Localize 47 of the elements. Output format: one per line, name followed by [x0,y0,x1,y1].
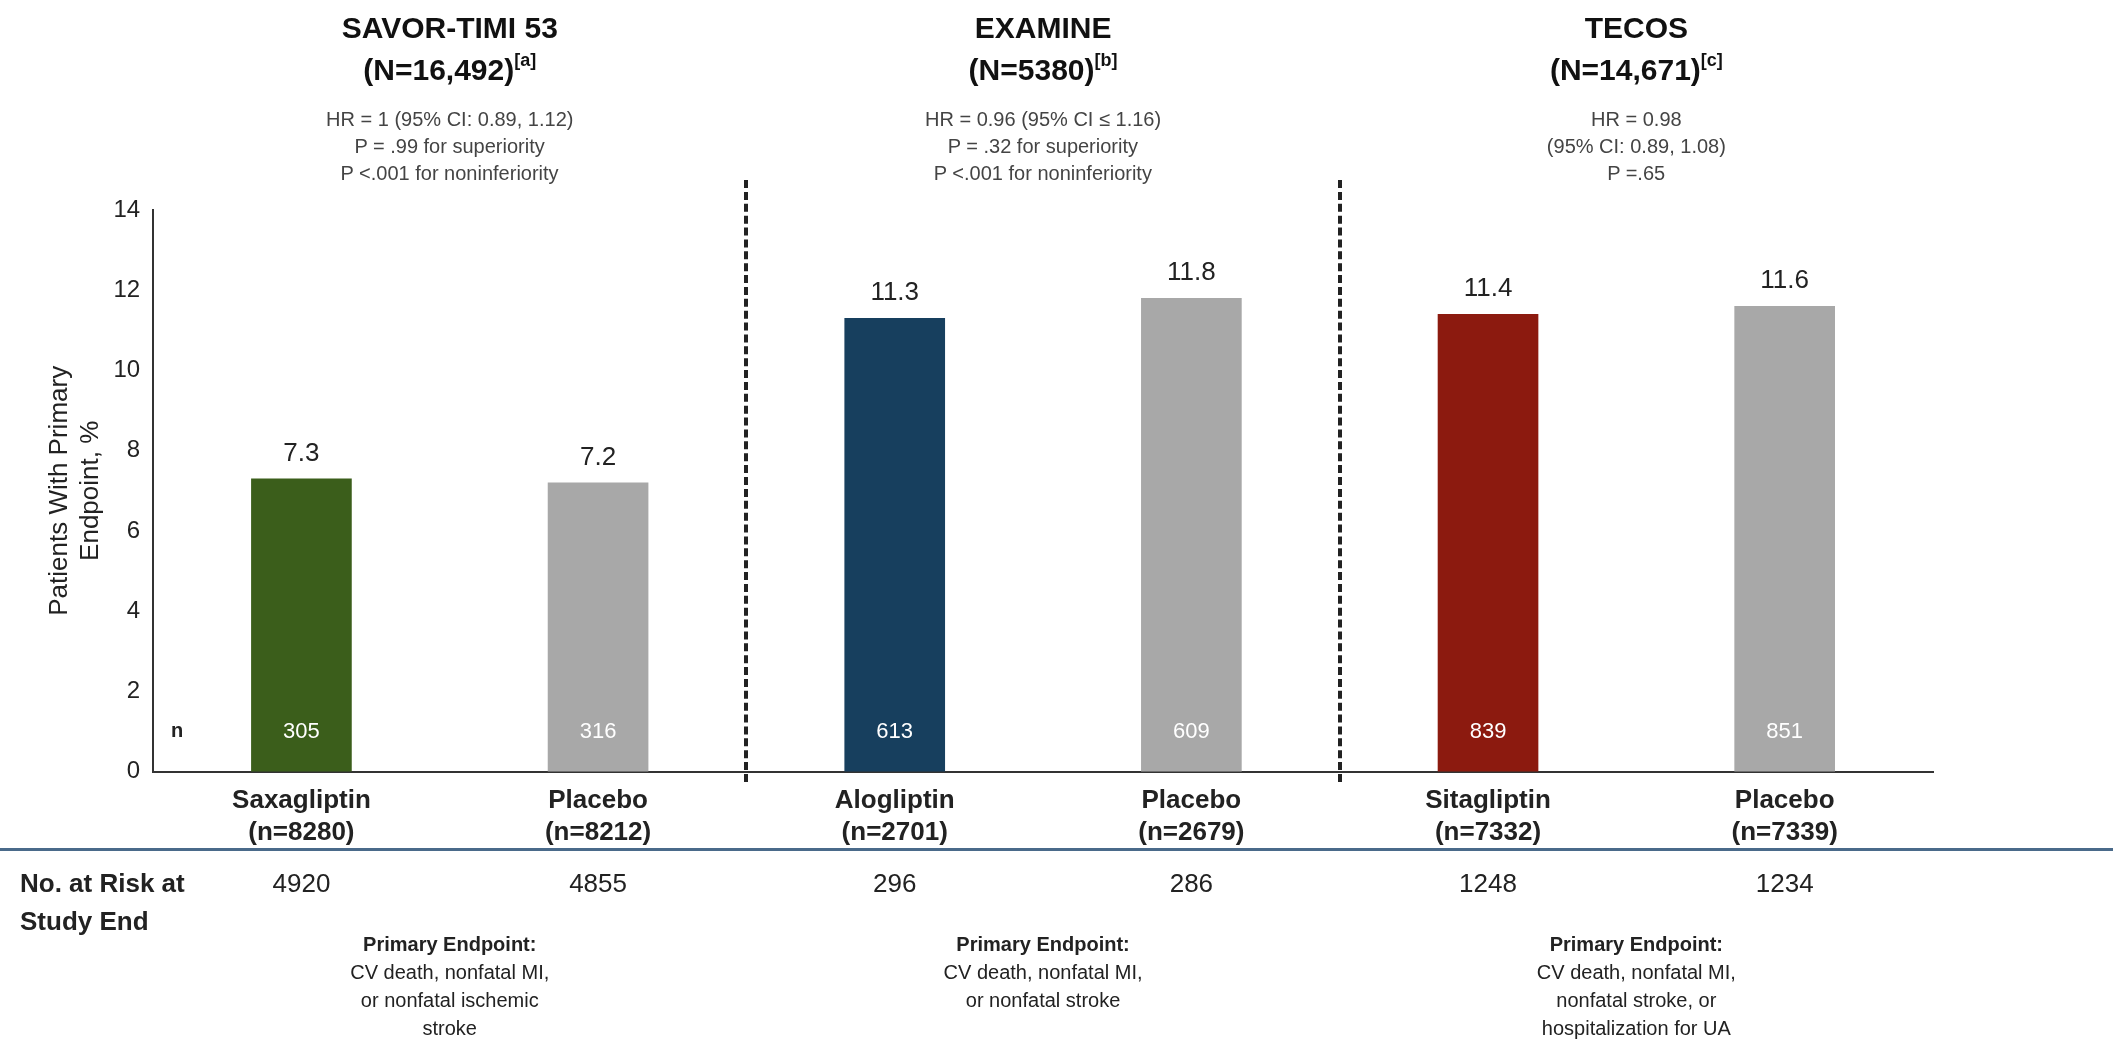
y-tick-label: 4 [126,595,141,623]
annotation: 609 [1173,717,1210,743]
annotation: 316 [579,717,617,743]
y-tick-label: 14 [113,194,141,222]
text: 4855 [569,868,627,899]
data-label: 11.4 [1463,272,1513,303]
x-tick-label: Alogliptin (n=2701) [834,784,955,846]
y-tick-label: 2 [126,676,141,703]
data-label: 7.2 [579,440,617,471]
x-tick-label: Placebo (n=2679) [1138,784,1245,846]
y-tick-label: 12 [113,274,141,302]
x-tick-label: Saxagliptin (n=8280) [232,784,371,846]
text: HR = 1 (95% CI: 0.89, 1.12) P = .99 for superiority P <.001 for noninferiority [326,107,574,184]
y-tick-label: 0 [126,756,141,784]
annotation: 839 [1469,717,1507,743]
annotation: 305 [283,717,320,743]
annotation: n [171,719,184,741]
text: HR = 0.98 (95% CI: 0.89, 1.08) P =.65 [1546,107,1726,184]
data-label: 7.3 [283,436,320,467]
annotation: 613 [876,717,914,743]
annotation: 851 [1766,717,1804,743]
text: HR = 0.96 (95% CI ≤ 1.16) P = .32 for superiority P <.001 for noninferiority [925,107,1162,184]
text: Primary Endpoint: CV death, nonfatal MI, or nonfatal stroke [943,932,1143,1011]
x-tick-label: Placebo (n=7339) [1731,784,1838,846]
text: Primary Endpoint: CV death, nonfatal MI, nonfatal stroke, or hospitalization for UA [1536,932,1736,1039]
text: 296 [873,868,917,899]
text: 1234 [1755,868,1814,899]
x-tick-label: Placebo (n=8212) [544,784,652,846]
text: 4920 [272,868,331,899]
data-label: 11.6 [1760,264,1810,295]
data-label: 11.3 [870,276,920,307]
x-tick-label: Sitagliptin (n=7332) [1425,784,1551,846]
text: Primary Endpoint: CV death, nonfatal MI, or nonfatal ischemic stroke [350,932,550,1039]
y-tick-label: 10 [113,355,141,383]
y-tick-label: 8 [126,435,141,463]
text: No. at Risk at Study End [20,868,186,937]
bar [844,317,946,772]
data-label: 11.8 [1167,256,1216,287]
bar [547,482,649,772]
text: 1248 [1459,868,1517,899]
bar [251,478,352,772]
bar [1141,297,1242,772]
text: 286 [1169,868,1214,899]
y-axis-title: Patients With Primary Endpoint, % [42,365,104,616]
y-tick-label: 6 [126,515,141,543]
bar [1437,313,1539,772]
bar [1734,305,1836,772]
